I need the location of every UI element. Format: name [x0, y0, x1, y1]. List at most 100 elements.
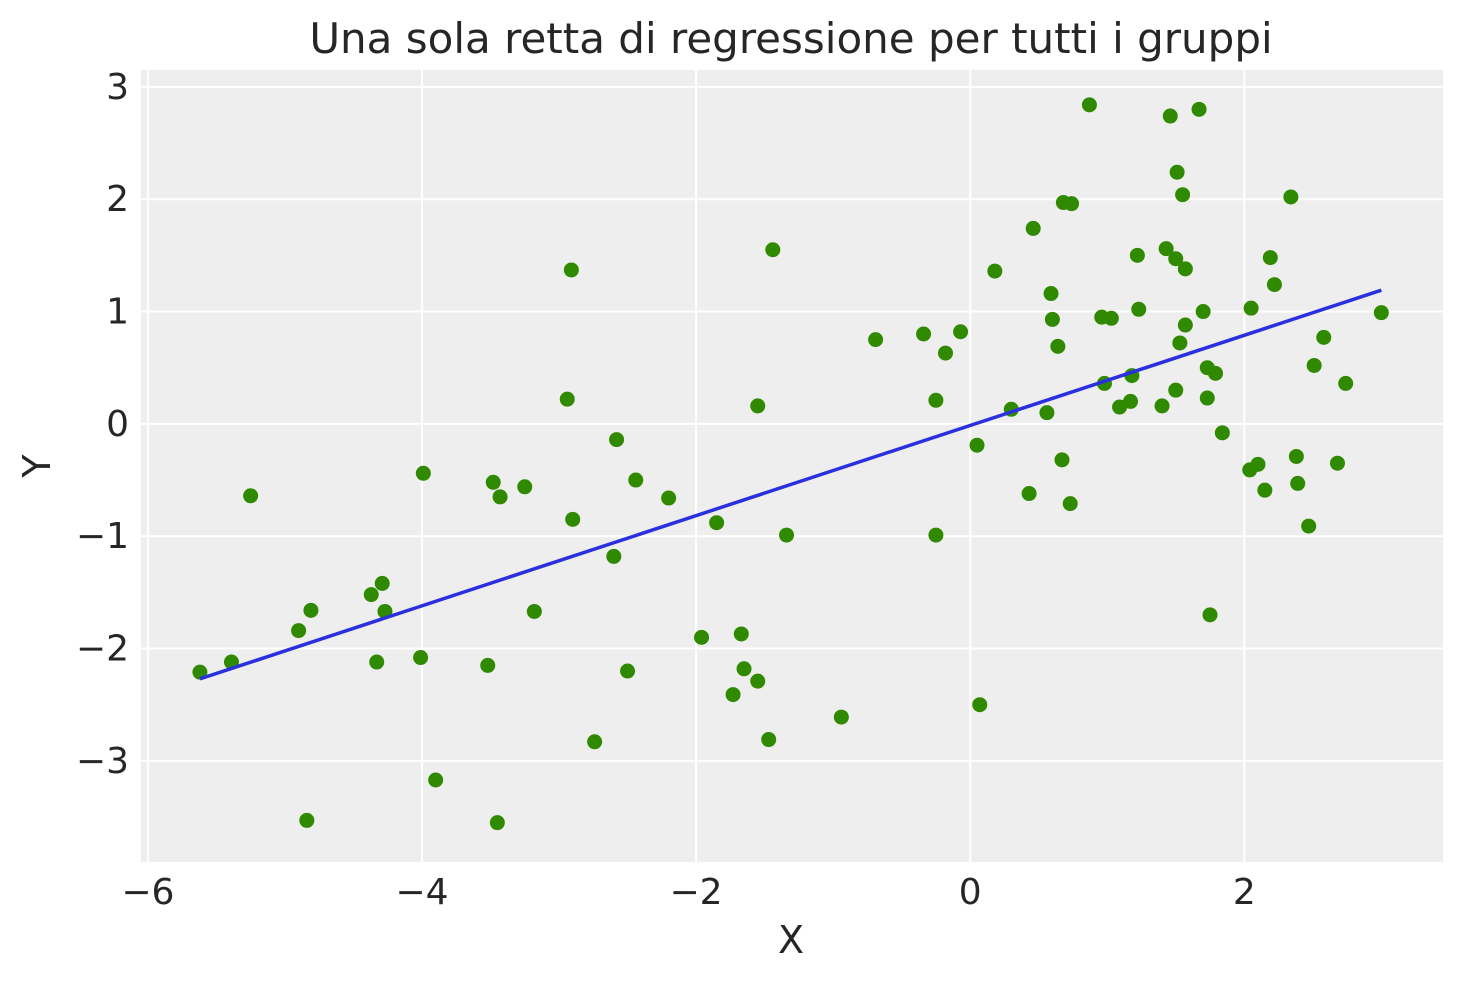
x-tick-label: −2: [670, 872, 723, 913]
data-point: [1123, 393, 1139, 409]
data-point: [736, 661, 752, 677]
data-point: [489, 815, 505, 831]
x-tick-label: 2: [1233, 872, 1256, 913]
data-point: [1177, 261, 1193, 277]
data-point: [1262, 250, 1278, 266]
data-point: [565, 511, 581, 527]
data-point: [953, 324, 969, 340]
data-point: [415, 465, 431, 481]
data-point: [987, 263, 1003, 279]
data-point: [928, 527, 944, 543]
data-point: [485, 474, 501, 490]
data-point: [972, 697, 988, 713]
data-point: [1290, 475, 1306, 491]
data-point: [1266, 277, 1282, 293]
regression-line-group: [199, 288, 1382, 681]
data-point: [1288, 448, 1304, 464]
data-point: [916, 326, 932, 342]
regression-line: [199, 288, 1382, 681]
data-point: [1039, 405, 1055, 421]
data-point: [1050, 338, 1066, 354]
data-point: [1168, 382, 1184, 398]
data-point: [765, 242, 781, 258]
data-point: [428, 772, 444, 788]
data-point: [1214, 425, 1230, 441]
data-point: [709, 515, 725, 531]
data-point: [1168, 251, 1184, 267]
x-tick-label: 0: [959, 872, 982, 913]
data-point: [606, 548, 622, 564]
y-tick-label: −1: [76, 516, 129, 557]
data-point: [1283, 189, 1299, 205]
data-point: [480, 657, 496, 673]
data-point: [1338, 375, 1354, 391]
data-point: [1202, 607, 1218, 623]
data-point: [243, 488, 259, 504]
data-point: [750, 398, 766, 414]
data-point: [526, 603, 542, 619]
x-tick-label: −4: [395, 872, 448, 913]
data-point: [563, 262, 579, 278]
data-point: [587, 734, 603, 750]
data-point: [1177, 317, 1193, 333]
data-point: [1373, 305, 1389, 321]
data-point: [733, 626, 749, 642]
data-point: [363, 587, 379, 603]
data-point: [1103, 310, 1119, 326]
data-point: [291, 623, 307, 639]
data-point: [1172, 335, 1188, 351]
data-point: [1025, 220, 1041, 236]
data-point: [1158, 241, 1174, 257]
data-point: [1243, 300, 1259, 316]
data-point: [1081, 97, 1097, 113]
data-point: [1162, 108, 1178, 124]
data-point: [1021, 486, 1037, 502]
data-point: [1154, 398, 1170, 414]
data-point: [1044, 311, 1060, 327]
data-point: [937, 345, 953, 361]
data-point: [1207, 365, 1223, 381]
y-tick-label: 1: [106, 292, 129, 333]
data-point: [1199, 390, 1215, 406]
data-point: [374, 575, 390, 591]
data-point: [969, 437, 985, 453]
x-axis-label: X: [778, 918, 804, 962]
data-point: [694, 629, 710, 645]
data-point: [517, 479, 533, 495]
y-axis-label: Y: [15, 454, 59, 479]
data-point: [1054, 452, 1070, 468]
data-point: [761, 732, 777, 748]
data-point: [303, 602, 319, 618]
data-point: [369, 654, 385, 670]
plot-background: [141, 70, 1443, 862]
data-point: [750, 673, 766, 689]
data-point: [1129, 247, 1145, 263]
data-points: [192, 97, 1389, 831]
data-point: [725, 687, 741, 703]
y-tick-label: −3: [76, 741, 129, 782]
data-point: [413, 650, 429, 666]
data-point: [928, 392, 944, 408]
data-point: [1175, 187, 1191, 203]
data-point: [1043, 286, 1059, 302]
data-point: [559, 391, 575, 407]
data-point: [628, 472, 644, 488]
data-point: [620, 663, 636, 679]
y-tick-label: 0: [106, 404, 129, 445]
y-tick-label: 3: [106, 67, 129, 108]
data-point: [779, 527, 795, 543]
data-point: [1250, 456, 1266, 472]
y-tick-labels: −3 −2 −1 0 1 2 3: [76, 67, 129, 782]
data-point: [299, 812, 315, 828]
data-point: [1191, 101, 1207, 117]
y-tick-label: −2: [76, 629, 129, 670]
data-point: [1329, 455, 1345, 471]
data-point: [833, 709, 849, 725]
y-tick-label: 2: [106, 179, 129, 220]
grid-lines: [141, 70, 1443, 862]
data-point: [1062, 496, 1078, 512]
data-point: [661, 490, 677, 506]
data-point: [1316, 329, 1332, 345]
